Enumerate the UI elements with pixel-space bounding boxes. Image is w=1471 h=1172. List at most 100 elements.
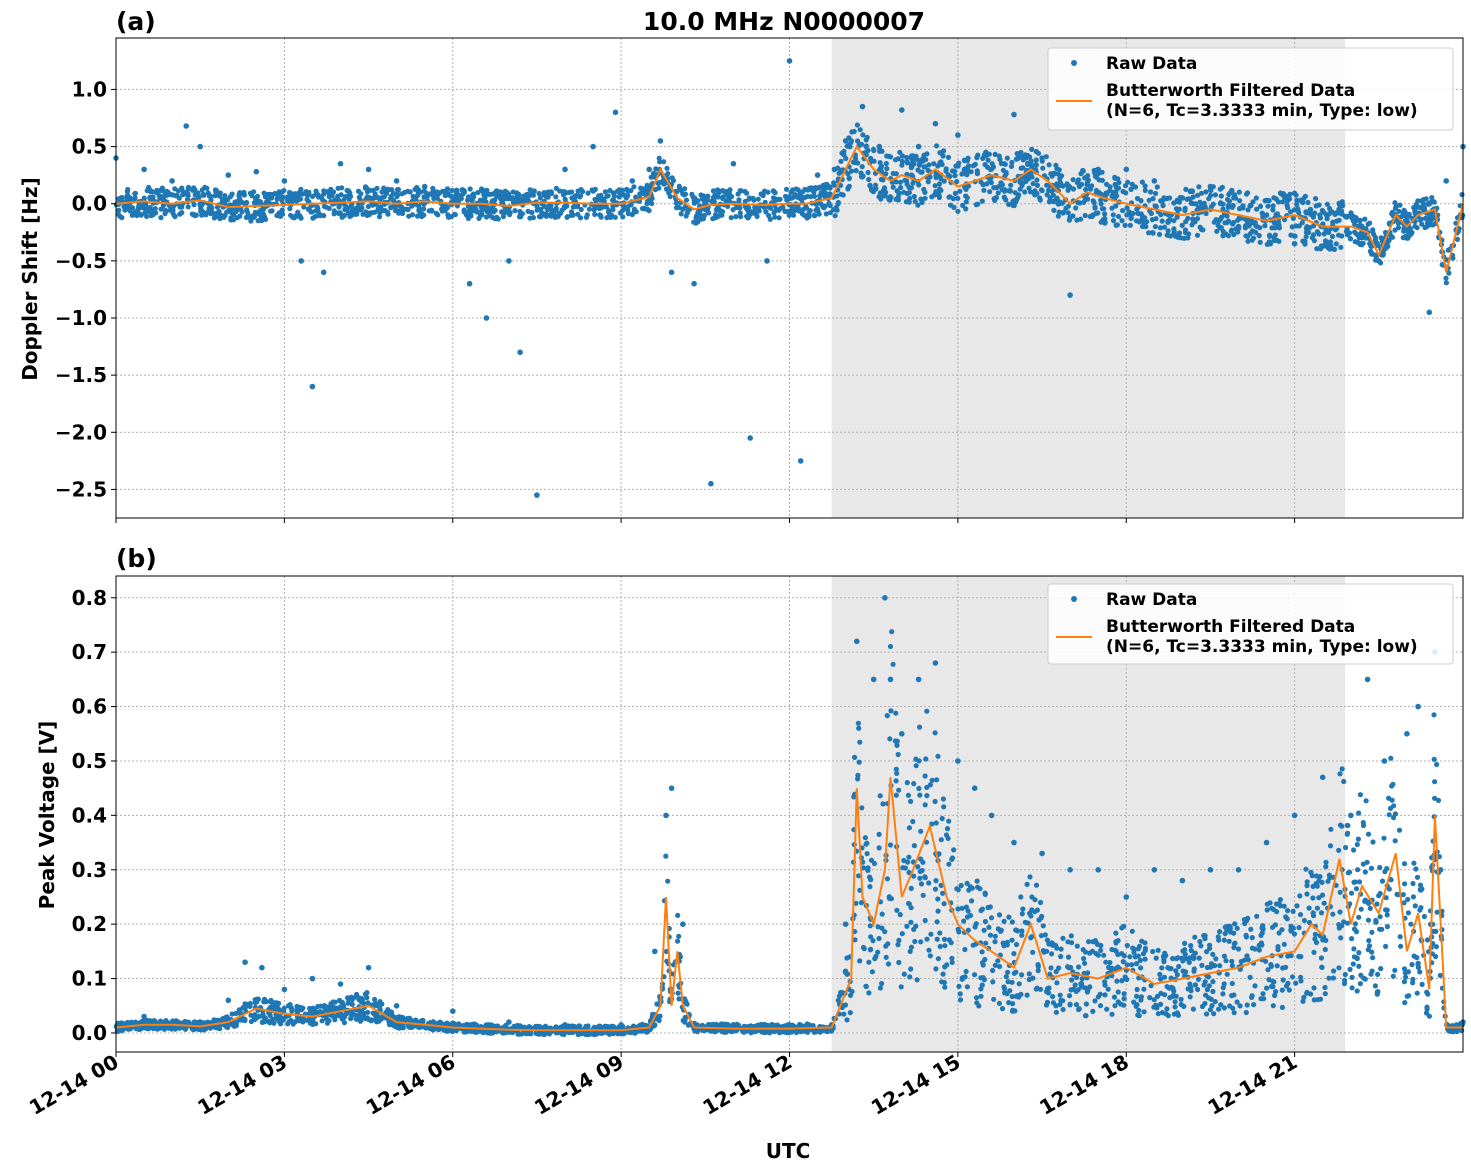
raw-data-point xyxy=(1351,847,1357,853)
raw-data-point xyxy=(926,947,932,953)
raw-data-point xyxy=(1079,181,1085,187)
y-tick-label: −2.5 xyxy=(55,477,107,501)
raw-data-point xyxy=(572,193,579,199)
raw-data-point xyxy=(344,204,350,210)
raw-data-point xyxy=(893,778,899,784)
raw-data-point xyxy=(913,153,919,159)
raw-data-point xyxy=(171,212,177,219)
raw-data-point xyxy=(1368,243,1374,249)
raw-data-point xyxy=(416,203,422,209)
raw-data-point xyxy=(895,942,901,948)
raw-data-point xyxy=(908,944,915,950)
raw-data-point xyxy=(1314,246,1320,252)
raw-data-point xyxy=(1379,252,1386,258)
raw-data-point xyxy=(261,211,267,217)
raw-data-point xyxy=(373,194,379,201)
raw-data-point xyxy=(1400,235,1406,241)
raw-data-point xyxy=(1362,976,1368,982)
raw-data-point xyxy=(992,197,998,203)
raw-data-point xyxy=(924,793,930,799)
raw-data-point xyxy=(1434,761,1440,768)
raw-data-point xyxy=(277,213,284,219)
raw-data-point xyxy=(694,1029,701,1035)
raw-data-point xyxy=(1225,233,1232,239)
raw-data-point xyxy=(1349,936,1355,942)
raw-data-point xyxy=(608,212,615,218)
raw-data-point xyxy=(1191,955,1197,961)
raw-data-point xyxy=(1207,1007,1213,1013)
raw-data-point xyxy=(933,191,939,197)
raw-data-point xyxy=(358,191,364,197)
raw-data-point xyxy=(1226,198,1233,204)
raw-data-point xyxy=(1336,232,1342,238)
raw-data-point xyxy=(269,193,275,199)
raw-data-point xyxy=(752,204,758,210)
raw-data-point xyxy=(1127,222,1133,228)
raw-data-point xyxy=(1304,879,1310,885)
raw-data-point xyxy=(1280,199,1286,205)
raw-data-point xyxy=(794,194,800,200)
raw-data-point xyxy=(1291,240,1298,247)
raw-data-point xyxy=(911,873,917,879)
raw-data-point xyxy=(1230,219,1237,226)
raw-data-point xyxy=(1086,939,1092,945)
raw-data-point xyxy=(1009,159,1015,166)
raw-data-point xyxy=(1401,979,1407,985)
raw-data-point xyxy=(1417,882,1424,888)
raw-data-point xyxy=(1115,213,1122,220)
raw-data-point xyxy=(987,189,993,195)
raw-data-point xyxy=(1058,997,1064,1003)
raw-data-point xyxy=(1039,155,1045,161)
raw-data-point xyxy=(724,198,730,204)
raw-data-point xyxy=(823,211,829,217)
raw-data-point xyxy=(1142,956,1148,962)
raw-data-point xyxy=(1365,831,1372,837)
raw-data-point xyxy=(1074,180,1080,186)
raw-data-point xyxy=(958,882,964,889)
raw-data-point xyxy=(859,164,865,170)
raw-data-point xyxy=(192,212,198,218)
raw-data-point xyxy=(911,193,917,200)
raw-data-point xyxy=(1454,236,1461,242)
raw-data-point xyxy=(1034,177,1040,183)
raw-data-point xyxy=(1033,882,1040,888)
raw-data-point xyxy=(536,190,542,197)
raw-data-point xyxy=(844,1017,850,1023)
raw-data-point xyxy=(877,985,884,991)
raw-data-point xyxy=(366,194,372,200)
raw-data-point xyxy=(858,900,865,906)
raw-data-point xyxy=(978,986,984,992)
raw-data-point xyxy=(916,785,922,792)
raw-data-point xyxy=(1286,987,1292,993)
raw-data-point xyxy=(932,120,939,127)
raw-data-point xyxy=(924,151,930,157)
raw-data-point xyxy=(1146,197,1152,203)
raw-data-point xyxy=(1134,961,1140,967)
raw-data-point xyxy=(838,158,844,164)
raw-data-point xyxy=(843,155,849,162)
raw-data-point xyxy=(1024,176,1030,182)
raw-data-point xyxy=(328,1001,334,1007)
raw-data-point xyxy=(808,194,814,200)
raw-data-point xyxy=(1229,993,1235,999)
raw-data-point xyxy=(989,161,995,167)
raw-data-point xyxy=(1160,203,1166,209)
raw-data-point xyxy=(323,204,329,210)
raw-data-point xyxy=(260,1019,266,1025)
raw-data-point xyxy=(1331,246,1338,252)
raw-data-point xyxy=(127,208,133,214)
raw-data-point xyxy=(1290,974,1296,980)
raw-data-point xyxy=(927,953,933,959)
raw-data-point xyxy=(1134,218,1140,224)
raw-data-point xyxy=(1150,230,1156,236)
raw-data-point xyxy=(754,213,760,219)
raw-data-point xyxy=(1159,198,1165,205)
raw-data-point xyxy=(1123,166,1130,173)
raw-data-point xyxy=(1377,890,1383,897)
raw-data-point xyxy=(1446,270,1452,276)
raw-data-point xyxy=(585,190,591,196)
raw-data-point xyxy=(533,1030,539,1036)
raw-data-point xyxy=(175,188,181,194)
raw-data-point xyxy=(1212,192,1218,198)
raw-data-point xyxy=(1270,978,1276,985)
